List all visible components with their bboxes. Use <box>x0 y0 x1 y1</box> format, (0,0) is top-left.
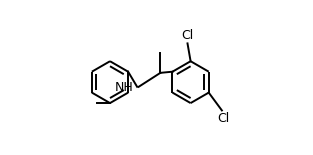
Text: Cl: Cl <box>217 112 229 125</box>
Text: Cl: Cl <box>181 29 194 42</box>
Text: NH: NH <box>115 81 133 94</box>
